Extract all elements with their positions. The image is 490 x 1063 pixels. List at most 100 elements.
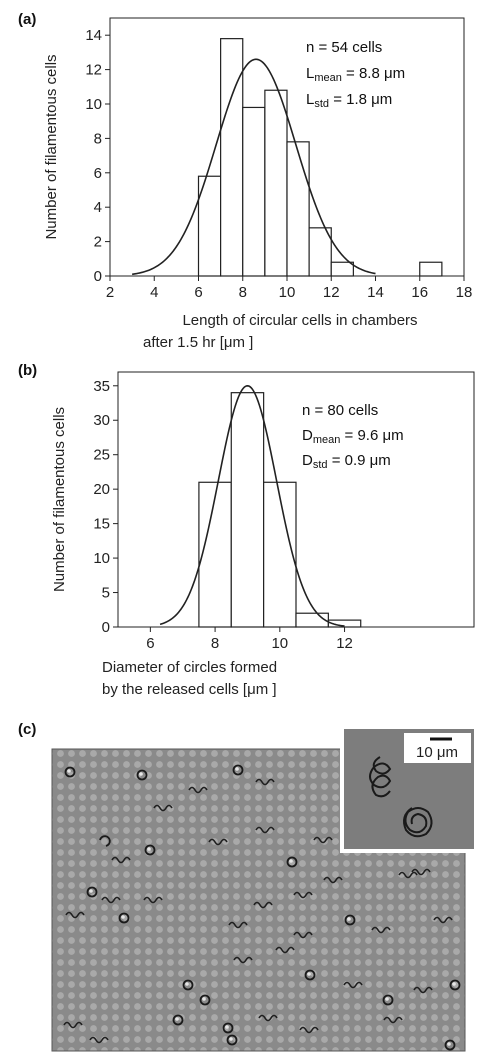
micrograph-cell-26 xyxy=(293,931,313,939)
chartA-xtick-label-5: 12 xyxy=(323,284,340,301)
chartA-ytick-label-1: 2 xyxy=(94,234,102,251)
chartB-xtick-label-1: 8 xyxy=(211,635,219,652)
micrograph-cell-0 xyxy=(64,766,76,778)
micrograph-cell-highlight-2 xyxy=(89,889,93,893)
micrograph-cell-39 xyxy=(143,896,163,904)
micrograph-cell-highlight-33 xyxy=(385,997,389,1001)
histogram-a-bars xyxy=(197,38,443,277)
micrograph-cell-28 xyxy=(182,979,194,991)
micrograph-cell-highlight-14 xyxy=(289,859,293,863)
chartB-ytick-label-1: 5 xyxy=(102,585,110,602)
chartA-gaussian-fit xyxy=(132,58,376,276)
chartA-xtick-label-1: 4 xyxy=(150,284,158,301)
inset-cells xyxy=(369,756,433,838)
micrograph-cell-12 xyxy=(208,838,228,846)
chartA-bar-6 xyxy=(330,261,354,277)
micrograph-cell-7 xyxy=(144,844,156,856)
histogram-b-bars xyxy=(198,392,362,628)
chartA-ytick-label-7: 14 xyxy=(85,27,102,44)
micrograph-cell-highlight-36 xyxy=(452,982,456,986)
micrograph-cell-5 xyxy=(232,764,244,776)
micrograph-cell-38 xyxy=(63,1021,83,1029)
histogram-b-stat-n: n = 80 cells xyxy=(302,402,378,419)
histogram-b-ticks: 6 8 10 12 0 5 10 15 20 25 30 35 xyxy=(93,378,353,652)
chartA-bar-2 xyxy=(242,106,266,277)
histogram-a-ylabel: Number of filamentous cells xyxy=(43,54,60,239)
micrograph-cell-36 xyxy=(449,979,461,991)
micrograph-frame xyxy=(51,748,466,1052)
chartB-ytick-label-7: 35 xyxy=(93,378,110,395)
micrograph-cell-25 xyxy=(275,946,295,954)
micrograph-cell-16 xyxy=(313,836,333,844)
micrograph-cell-highlight-27 xyxy=(307,972,311,976)
chartB-ytick-label-6: 30 xyxy=(93,412,110,429)
chartA-xtick-label-3: 8 xyxy=(239,284,247,301)
micrograph-cell-8 xyxy=(111,856,131,864)
histogram-b-xlabel-line1: Diameter of circles formed xyxy=(102,659,277,676)
micrograph-cell-highlight-7 xyxy=(147,847,151,851)
micrograph-cell-3 xyxy=(153,804,173,812)
micrograph-cell-highlight-11 xyxy=(121,915,125,919)
chartA-xtick-label-2: 6 xyxy=(194,284,202,301)
histogram-b: 6 8 10 12 0 5 10 15 20 25 30 35 Number of filamento… xyxy=(51,371,475,698)
chartA-ytick-label-3: 6 xyxy=(94,165,102,182)
micrograph-cell-23 xyxy=(228,921,248,929)
micrograph-cell-4 xyxy=(188,786,208,794)
chartB-ytick-label-2: 10 xyxy=(93,550,110,567)
micrograph-cell-42 xyxy=(371,926,391,934)
chartA-xtick-label-0: 2 xyxy=(106,284,114,301)
micrograph-cell-highlight-19 xyxy=(347,917,351,921)
micrograph-cell-29 xyxy=(199,994,211,1006)
chartB-bar-4 xyxy=(295,612,329,628)
inset-spiral-cell-1 xyxy=(369,756,392,798)
micrograph-cell-19 xyxy=(344,914,356,926)
micrograph-cell-6 xyxy=(255,778,275,786)
panel-a-label: (a) xyxy=(18,11,36,28)
chartA-bar-7 xyxy=(419,261,443,277)
micrograph-cell-highlight-45 xyxy=(447,1042,451,1046)
histogram-b-fit xyxy=(159,384,345,627)
micrograph-cell-44 xyxy=(299,1026,319,1034)
chartA-ytick-label-0: 0 xyxy=(94,268,102,285)
chartB-ytick-label-3: 15 xyxy=(93,516,110,533)
micrograph-cell-22 xyxy=(433,916,453,924)
scale-bar-label: 10 μm xyxy=(416,744,458,761)
panel-b-label: (b) xyxy=(18,362,37,379)
micrograph-cells xyxy=(63,764,461,1051)
histogram-a-stat-n: n = 54 cells xyxy=(306,39,382,56)
chartA-ytick-label-5: 10 xyxy=(85,96,102,113)
chartA-ytick-label-6: 12 xyxy=(85,62,102,79)
micrograph-cell-highlight-31 xyxy=(225,1025,229,1029)
chartB-xtick-label-3: 12 xyxy=(336,635,353,652)
chartA-ytick-label-2: 4 xyxy=(94,199,102,216)
chartB-ytick-label-5: 25 xyxy=(93,447,110,464)
micrograph-cell-17 xyxy=(323,876,343,884)
chartB-xtick-label-2: 10 xyxy=(271,635,288,652)
histogram-b-stat-std: Dstd = 0.9 μm xyxy=(302,452,391,471)
micrograph-cell-10 xyxy=(65,911,85,919)
chartA-bar-1 xyxy=(220,38,244,277)
micrograph-cell-highlight-43 xyxy=(229,1037,233,1041)
micrograph-cell-45 xyxy=(444,1039,456,1051)
micrograph-cell-highlight-29 xyxy=(202,997,206,1001)
micrograph-cell-35 xyxy=(413,986,433,994)
micrograph-cell-34 xyxy=(383,1016,403,1024)
chartB-ytick-label-4: 20 xyxy=(93,481,110,498)
chartB-ytick-label-0: 0 xyxy=(102,619,110,636)
micrograph-cell-21 xyxy=(411,868,431,876)
histogram-a-stat-mean: Lmean = 8.8 μm xyxy=(306,65,405,84)
chartB-bar-1 xyxy=(198,481,232,628)
micrograph-cell-24 xyxy=(233,956,253,964)
micrograph-cell-47 xyxy=(136,769,148,781)
chartA-xtick-label-7: 16 xyxy=(411,284,428,301)
micrograph-cell-1 xyxy=(99,835,111,847)
chartB-bar-3 xyxy=(263,481,297,628)
histogram-a-xlabel-line1: Length of circular cells in chambers xyxy=(182,312,417,329)
micrograph-cell-31 xyxy=(222,1022,234,1034)
micrograph-cell-30 xyxy=(172,1014,184,1026)
chartA-xtick-label-4: 10 xyxy=(279,284,296,301)
micrograph-cell-15 xyxy=(293,891,313,899)
